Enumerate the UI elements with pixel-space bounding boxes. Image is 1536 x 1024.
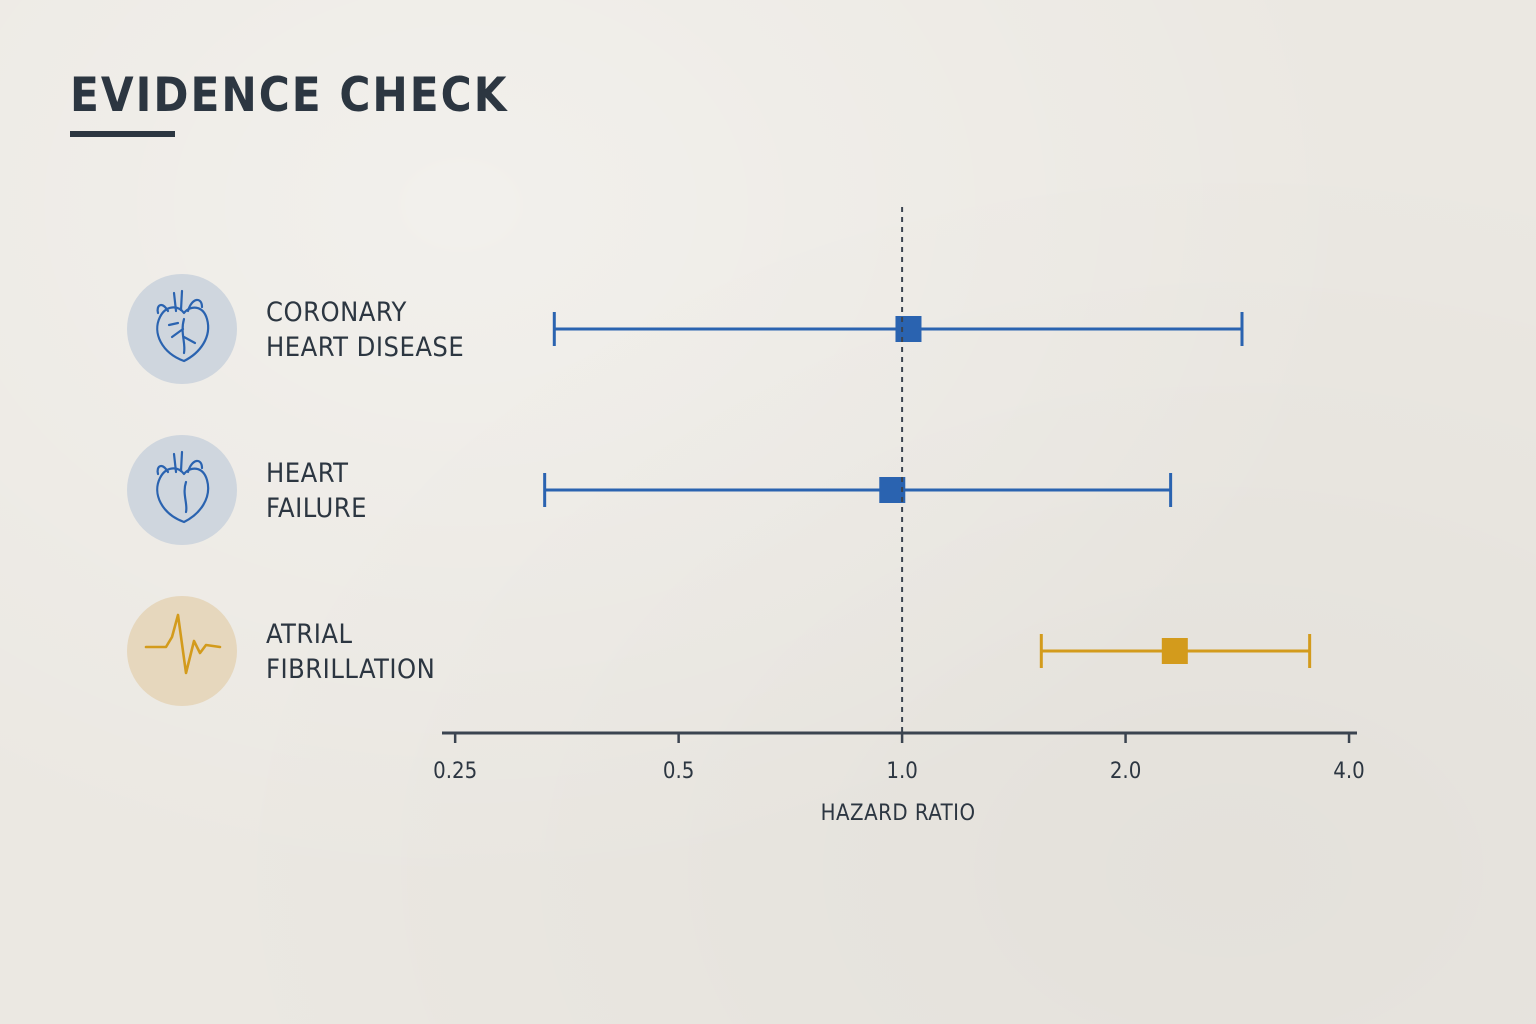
point-estimate (1161, 638, 1188, 664)
category-label: HEART DISEASE (266, 332, 464, 363)
heart-icon (156, 450, 210, 524)
heart-icon (156, 289, 210, 363)
x-tick-label: 2.0 (1110, 759, 1141, 784)
category-label: HEART (266, 458, 348, 489)
forest-row: CORONARY HEART DISEASE (127, 274, 1244, 384)
category-label: FIBRILLATION (266, 654, 435, 685)
icon-badge (127, 435, 237, 545)
category-label: CORONARY (266, 297, 407, 328)
category-label: FAILURE (266, 493, 367, 524)
x-tick-label: 0.25 (433, 759, 477, 784)
point-estimate (879, 477, 906, 503)
x-axis-label: HAZARD RATIO (821, 801, 976, 826)
title-underline (70, 131, 175, 137)
heartbeat-icon (144, 613, 222, 675)
category-label: ATRIAL (266, 619, 353, 650)
page-title: EVIDENCE CHECK (70, 68, 509, 123)
point-estimate (895, 316, 922, 342)
forest-row: ATRIAL FIBRILLATION (127, 596, 1312, 706)
x-tick-label: 4.0 (1333, 759, 1364, 784)
forest-row: HEART FAILURE (127, 435, 1173, 545)
x-tick-label: 1.0 (886, 759, 917, 784)
x-tick-label: 0.5 (663, 759, 694, 784)
